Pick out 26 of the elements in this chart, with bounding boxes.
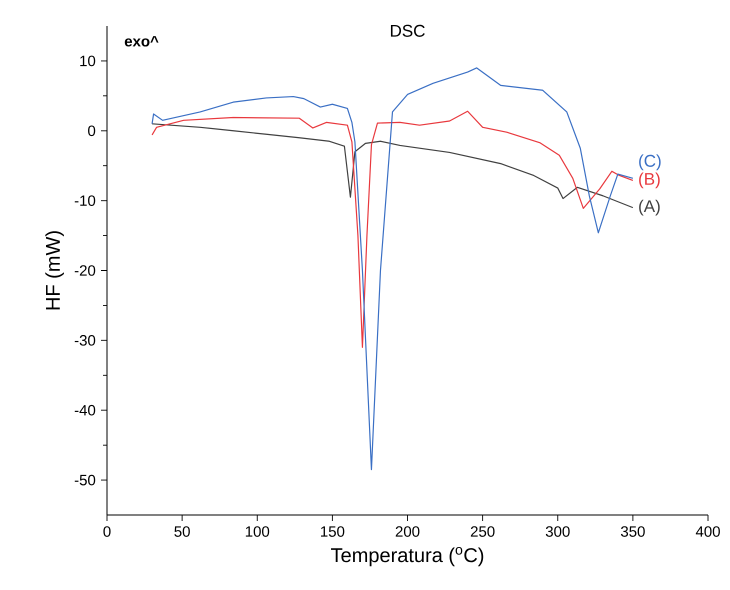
- y-tick-label: 10: [80, 56, 96, 66]
- line-series: [151, 67, 634, 470]
- annotation: exo^: [124, 36, 159, 47]
- x-tick-label: 0: [103, 526, 111, 537]
- x-tick-label: 250: [470, 526, 495, 537]
- y-tick-label: -30: [74, 335, 96, 346]
- line-series: [151, 110, 634, 348]
- x-tick-label: 150: [321, 526, 344, 537]
- y-axis-title: HF (mW): [45, 231, 64, 310]
- series-label: (C): [639, 154, 661, 170]
- x-axis-title: Temperatura ($^{o}$C): [331, 547, 484, 566]
- y-tick-label: -10: [74, 195, 96, 206]
- y-tick-label: -20: [74, 265, 96, 276]
- x-tick-label: 200: [396, 526, 420, 537]
- chart-title: DSC: [390, 24, 425, 37]
- x-tick-label: 350: [620, 526, 645, 537]
- x-tick-label: 50: [174, 526, 190, 537]
- series-label: (B): [639, 172, 660, 188]
- x-tick-label: 100: [246, 526, 270, 537]
- y-tick-label: -40: [74, 404, 96, 416]
- y-tick-label: -50: [74, 474, 96, 486]
- series-label: (A): [639, 200, 660, 216]
- x-tick-label: 400: [696, 526, 720, 537]
- line-series: [151, 123, 634, 208]
- x-tick-label: 300: [546, 526, 570, 537]
- y-tick-label: 0: [88, 125, 96, 136]
